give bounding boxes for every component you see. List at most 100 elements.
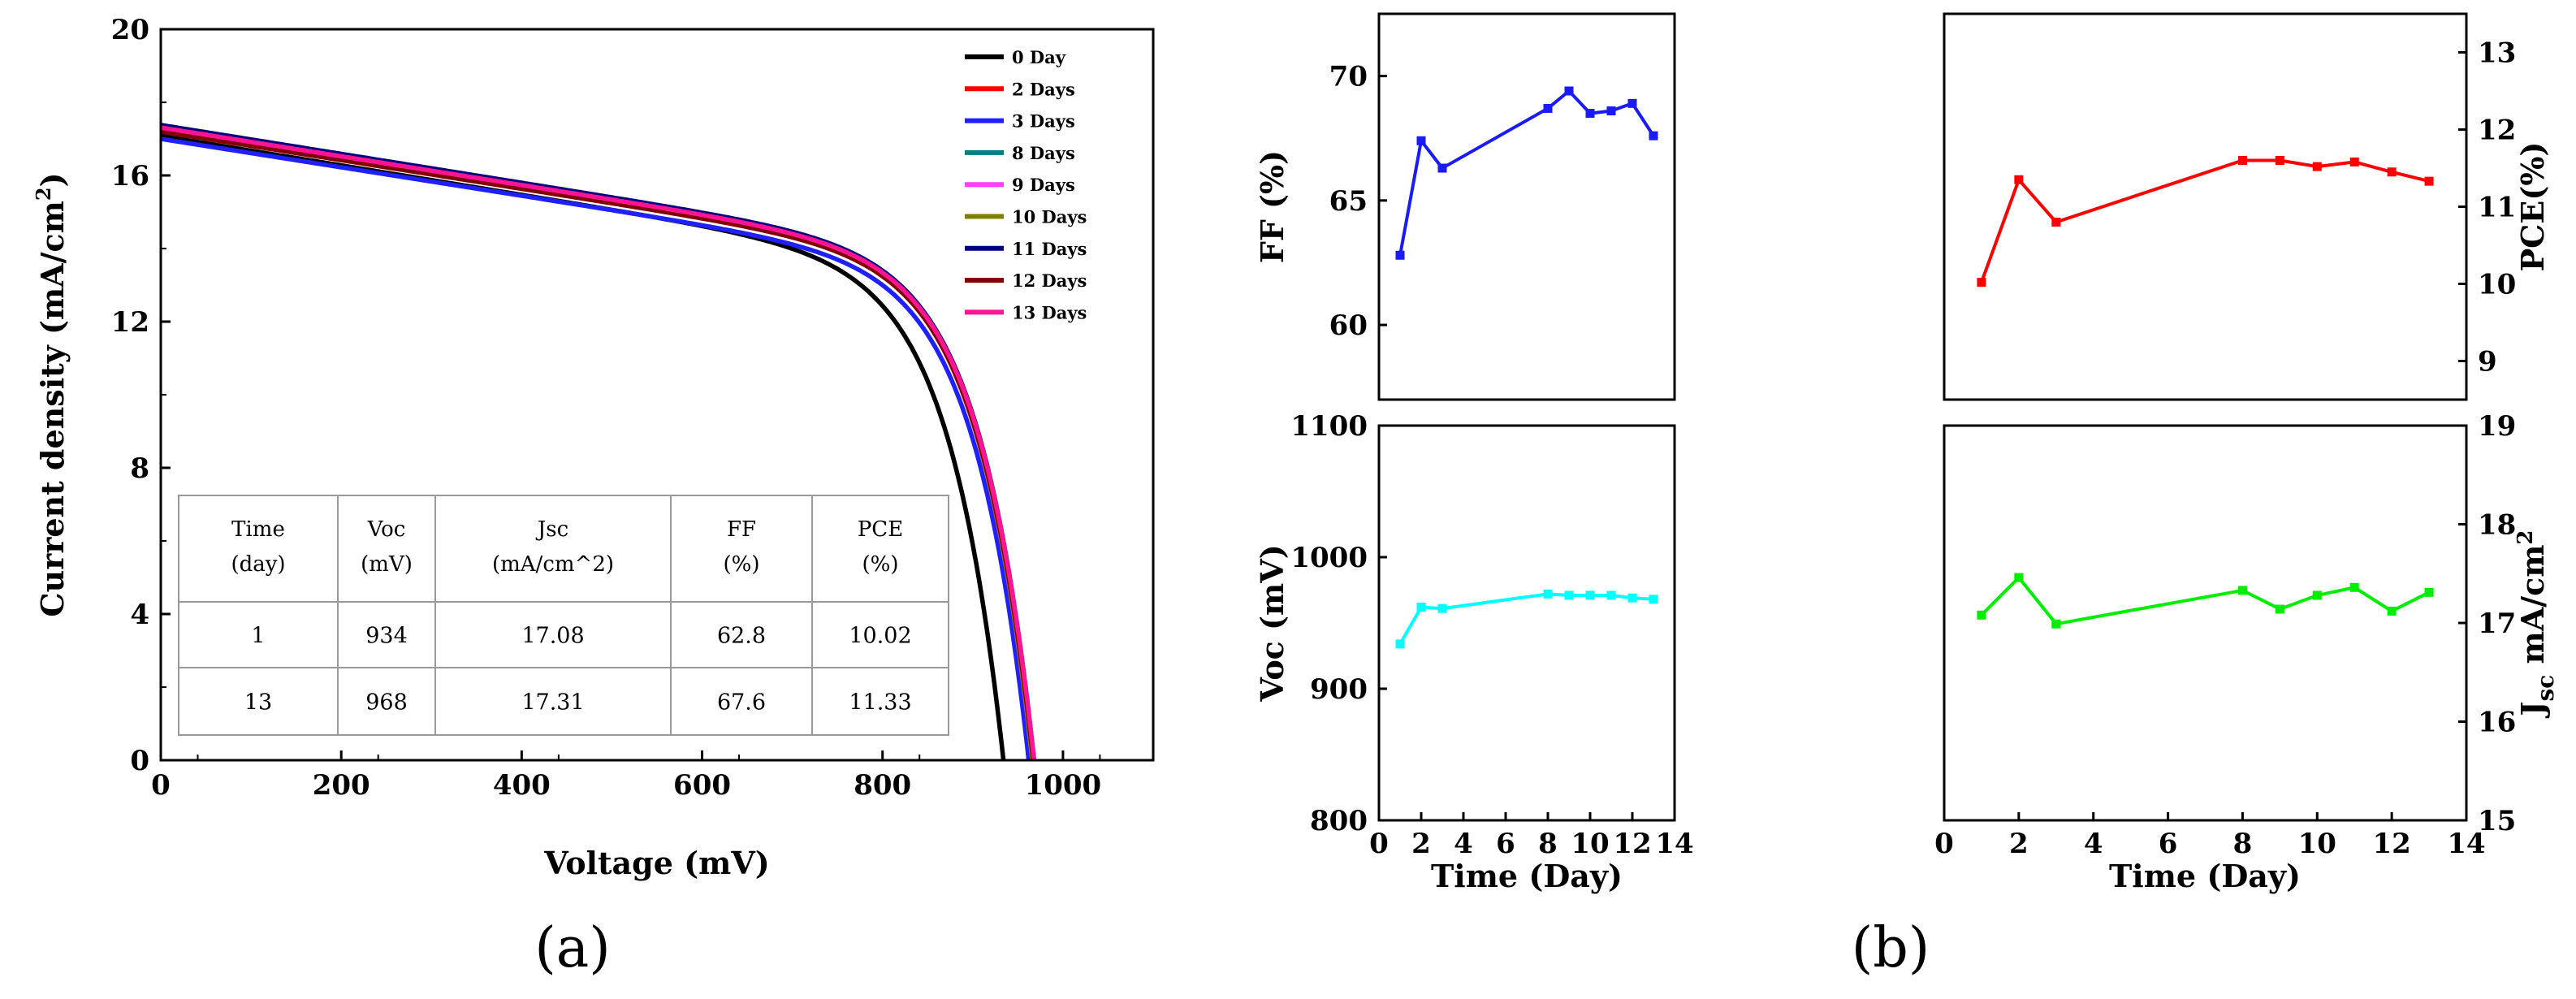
stability-point (2237, 586, 2247, 595)
stability-line (1398, 89, 1655, 256)
table-header-unit: (mA/cm^2) (492, 552, 614, 577)
stability-y-tick-label: 65 (1329, 185, 1368, 218)
stability-x-tick-label: 6 (1496, 828, 1515, 860)
stability-y-tick-label: 900 (1310, 673, 1368, 706)
stability-y-tick-label: 13 (2478, 37, 2516, 70)
stability-point (1585, 109, 1595, 119)
stability-point (2424, 587, 2434, 597)
stability-point (1416, 603, 1426, 612)
time-x-axis-label-right: Time (Day) (2109, 858, 2301, 894)
jv-x-tick-label: 600 (673, 769, 731, 802)
stability-point (1627, 593, 1637, 603)
stability-y-tick-label: 70 (1329, 61, 1368, 93)
stability-point (2387, 606, 2397, 616)
table-cell: 968 (365, 690, 408, 716)
stability-point (1564, 590, 1574, 600)
stability-point (1606, 590, 1616, 600)
stability-frame (1377, 424, 1676, 822)
jv-y-tick-label: 16 (111, 160, 149, 192)
jv-legend: 0 Day 2 Days 3 Days 8 Days 9 Days 10 Days 11 D… (965, 47, 1087, 322)
stability-y-tick-label: 18 (2478, 509, 2516, 542)
jv-x-axis-label: Voltage (mV) (543, 845, 770, 881)
jv-axis-ticks: 0 200 400 600 800 1000 0 4 8 12 16 20 (111, 14, 1102, 802)
stability-x-tick-label: 14 (2447, 828, 2485, 860)
stability-y-tick-label: 17 (2478, 608, 2516, 640)
legend-label: 13 Days (1012, 302, 1087, 322)
stability-x-tick-label: 8 (1538, 828, 1558, 860)
stability-x-tick-label: 2 (1411, 828, 1431, 860)
stability-point (2349, 157, 2359, 166)
jv-y-tick-label: 0 (130, 745, 149, 777)
table-header: Voc (367, 517, 406, 542)
stability-line (1980, 575, 2430, 626)
jv-y-tick-label: 20 (111, 14, 149, 46)
table-cell: 67.6 (717, 690, 766, 716)
stability-point (1437, 603, 1447, 613)
stability-point (2312, 590, 2322, 600)
stability-x-tick-label: 8 (2233, 828, 2253, 860)
stability-line (1398, 592, 1654, 645)
jv-series-13-days (161, 125, 1037, 760)
stability-plot-voc: 800 900 1000 1100 0 2 4 6 8 10 12 14 Voc (mV) (1254, 410, 1694, 860)
table-cell: 13 (244, 690, 272, 716)
stability-point (2051, 218, 2061, 227)
stability-plot-pce: 9 10 11 12 13 PCE(%) (1943, 12, 2551, 401)
stability-frame (1943, 424, 2468, 822)
stability-y-tick-label: 800 (1310, 805, 1368, 837)
stability-y-tick-label: 10 (2478, 269, 2516, 301)
stability-plot-ff: 60 65 70 FF (%) (1254, 12, 1676, 401)
stability-point (2014, 573, 2024, 582)
stability-point (1627, 98, 1637, 108)
stability-x-tick-label: 14 (1655, 828, 1693, 860)
jv-y-tick-label: 4 (130, 599, 149, 631)
stability-y-tick-label: 12 (2478, 115, 2516, 147)
time-x-axis-label-left: Time (Day) (1431, 858, 1623, 894)
table-cell: 17.08 (521, 624, 584, 649)
stability-x-tick-label: 6 (2159, 828, 2178, 860)
legend-label: 12 Days (1012, 270, 1087, 291)
stability-point (2237, 156, 2247, 165)
table-cell: 10.02 (849, 624, 911, 649)
stability-y-axis-label: Voc (mV) (1254, 544, 1290, 702)
stability-y-tick-label: 1000 (1290, 542, 1368, 574)
stability-x-tick-label: 0 (1369, 828, 1389, 860)
stability-point (1585, 590, 1595, 600)
table-header-unit: (mV) (361, 552, 413, 577)
stability-point (1543, 103, 1553, 113)
stability-frame (1943, 12, 2468, 401)
table-header: PCE (858, 517, 903, 542)
table-cell: 17.31 (521, 690, 584, 716)
stability-y-tick-label: 1100 (1290, 410, 1368, 443)
stability-point (2424, 176, 2434, 186)
legend-label: 0 Day (1012, 47, 1066, 67)
jv-x-tick-label: 400 (493, 769, 551, 802)
stability-point (1606, 106, 1616, 116)
table-cell: 1 (251, 624, 265, 649)
stability-x-tick-label: 10 (2298, 828, 2336, 860)
legend-label: 9 Days (1012, 175, 1075, 195)
legend-label: 11 Days (1012, 239, 1087, 259)
stability-point (1977, 610, 1986, 620)
legend-label: 3 Days (1012, 111, 1075, 132)
stability-point (2349, 582, 2359, 592)
stability-point (1649, 595, 1658, 604)
stability-y-tick-label: 9 (2478, 346, 2497, 378)
stability-x-tick-label: 4 (1454, 828, 1473, 860)
table-header-unit: (day) (231, 552, 285, 577)
stability-y-tick-label: 11 (2478, 192, 2516, 224)
stability-point (2275, 156, 2284, 165)
stability-y-axis-label: PCE(%) (2514, 142, 2551, 272)
stability-x-tick-label: 0 (1934, 828, 1954, 860)
stability-line (1980, 158, 2430, 283)
stability-y-axis-label: Jsc mA/cm2 (2513, 530, 2559, 718)
stability-y-tick-label: 19 (2478, 410, 2516, 443)
legend-label: 8 Days (1012, 143, 1075, 163)
jv-y-tick-label: 12 (111, 306, 149, 339)
stability-x-tick-label: 2 (2009, 828, 2029, 860)
stability-x-tick-label: 12 (1613, 828, 1651, 860)
legend-label: 2 Days (1012, 79, 1075, 99)
stability-frame (1377, 12, 1676, 401)
table-cell: 934 (365, 624, 408, 649)
